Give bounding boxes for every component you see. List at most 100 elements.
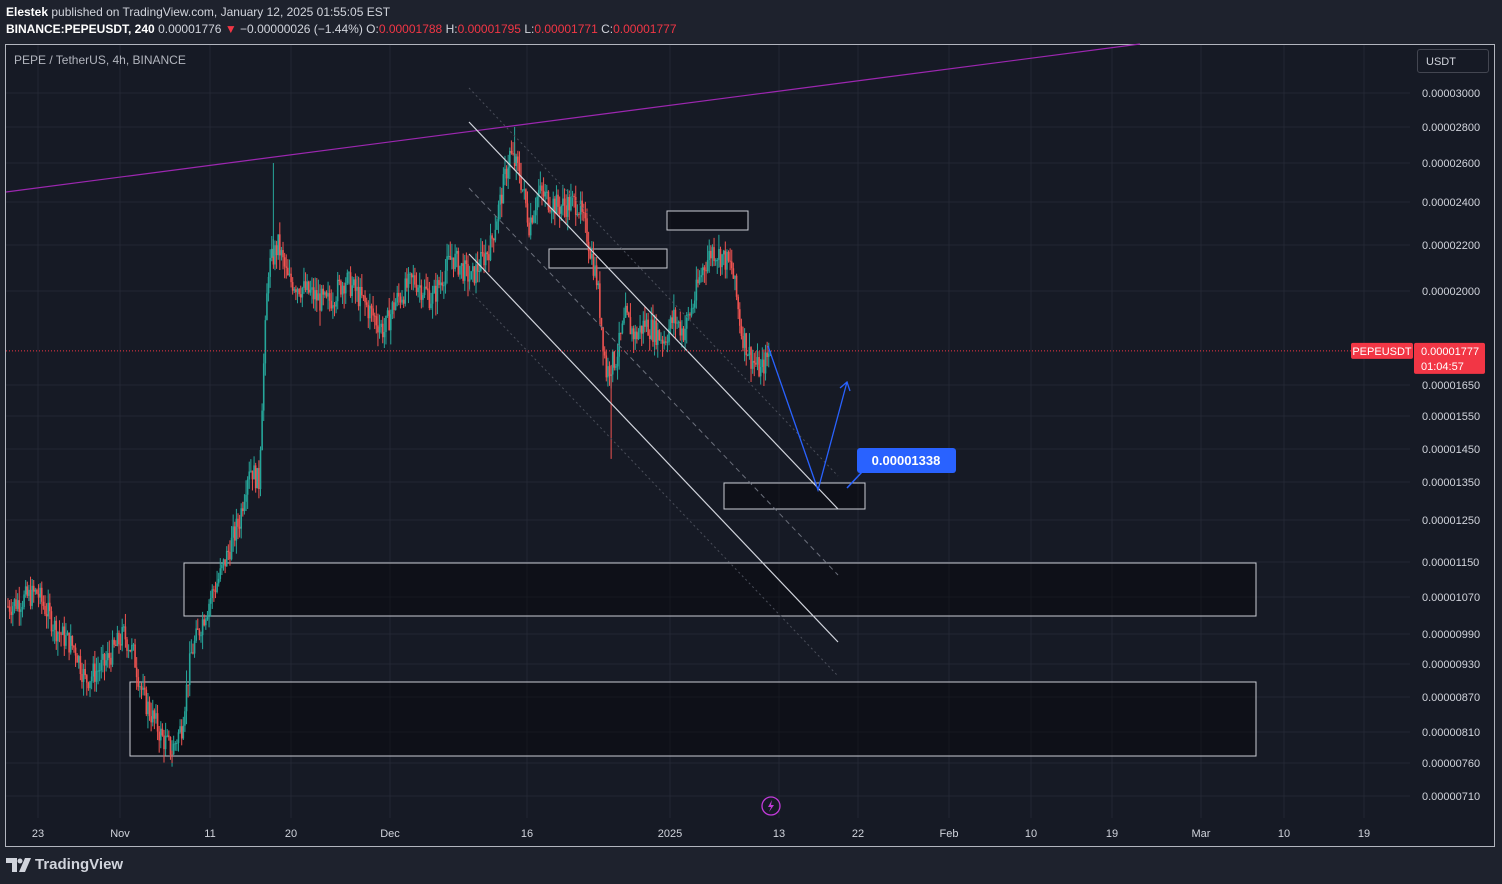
candle-body — [348, 272, 350, 274]
candle-body — [396, 292, 399, 303]
candle-body — [582, 211, 585, 213]
candle-body — [517, 156, 519, 163]
candle-body — [570, 196, 572, 211]
candle-body — [378, 326, 381, 333]
candle-body — [719, 248, 722, 268]
currency-button[interactable]: USDT — [1417, 49, 1489, 73]
candle-body — [687, 314, 690, 316]
candle-body — [462, 263, 464, 281]
candle-body — [269, 257, 271, 277]
candle-body — [82, 669, 85, 682]
price-tag — [1414, 342, 1485, 374]
candle-body — [119, 644, 122, 646]
candle-body — [198, 629, 201, 636]
candle-body — [74, 647, 77, 656]
candle-body — [201, 619, 204, 636]
candle-body — [755, 362, 757, 365]
candle-body — [13, 599, 16, 607]
candle-body — [29, 589, 32, 606]
low-value: 0.00001771 — [534, 22, 598, 36]
candle-body — [369, 305, 371, 319]
symbol-tag-text: PEPEUSDT — [1352, 346, 1412, 358]
candle-body — [184, 711, 186, 726]
candle-body — [489, 235, 492, 261]
candle-body — [726, 251, 728, 270]
y-tick-label: 0.00001550 — [1422, 411, 1480, 423]
candle-body — [381, 323, 384, 338]
candle-body — [758, 357, 760, 377]
candle-body — [254, 465, 257, 489]
down-arrow-icon: ▼ — [224, 22, 237, 36]
candle-body — [309, 289, 312, 293]
candle-body — [100, 659, 103, 671]
high-label: H: — [445, 22, 458, 36]
candle-body — [607, 366, 609, 378]
price-change: −0.00000026 (−1.44%) — [240, 22, 363, 36]
y-tick-label: 0.00002600 — [1422, 158, 1480, 170]
candle-body — [692, 307, 694, 309]
candle-body — [463, 260, 466, 281]
candle-body — [158, 731, 160, 741]
candle-body — [591, 253, 593, 259]
candle-body — [314, 290, 316, 300]
symbol-name: BINANCE:PEPEUSDT, 240 — [6, 22, 155, 36]
candle-body — [637, 332, 640, 340]
candle-body — [730, 261, 733, 269]
candle-body — [492, 238, 495, 241]
chart-pane[interactable] — [5, 44, 1495, 847]
candle-body — [176, 742, 178, 744]
grid — [6, 45, 1410, 818]
candle-body — [576, 213, 579, 215]
candle-body — [713, 247, 715, 262]
candle-body — [488, 254, 490, 261]
x-tick-label: 11 — [204, 828, 215, 840]
candle-body — [97, 670, 99, 672]
candle-body — [340, 281, 342, 295]
candle-body — [568, 196, 571, 211]
candle-body — [71, 635, 74, 646]
candle-body — [550, 211, 553, 213]
candle-body — [441, 282, 444, 286]
candle-body — [49, 602, 51, 612]
candle-body — [729, 260, 731, 262]
candle-body — [31, 585, 33, 606]
x-axis: 23 Nov 11 20 Dec 16 2025 13 22 Feb 10 19 Mar 10 19 — [32, 828, 1370, 840]
candle-body — [656, 330, 659, 345]
candle-body — [438, 280, 440, 286]
candle-body — [270, 248, 273, 258]
candle-body — [653, 320, 656, 342]
candle-body — [558, 206, 561, 214]
candle-body — [562, 198, 564, 206]
candle-body — [23, 594, 25, 607]
candle-body — [380, 323, 382, 327]
tradingview-logo[interactable]: TradingView — [6, 856, 123, 873]
candle-body — [150, 716, 152, 723]
author-name[interactable]: Elestek — [6, 5, 49, 19]
candle-body — [307, 281, 310, 293]
candle-body — [105, 660, 107, 666]
candle-body — [682, 328, 685, 341]
candle-body — [264, 320, 267, 364]
candle-body — [200, 635, 202, 637]
candle-body — [660, 339, 662, 341]
candle-body — [507, 167, 509, 179]
candles — [7, 127, 772, 767]
x-tick-label: 10 — [1025, 828, 1037, 840]
candle-body — [383, 332, 386, 338]
candle-body — [377, 325, 379, 333]
y-tick-label: 0.00000810 — [1422, 727, 1480, 739]
candle-body — [533, 215, 535, 223]
candle-body — [233, 526, 236, 541]
candle-body — [502, 174, 505, 204]
candle-body — [129, 650, 132, 652]
candle-body — [179, 726, 181, 733]
candle-body — [616, 356, 619, 367]
candle-body — [328, 293, 331, 301]
candle-body — [430, 303, 432, 309]
candle-body — [655, 320, 657, 345]
candle-body — [573, 195, 575, 197]
candle-body — [526, 203, 529, 223]
candle-body — [626, 305, 629, 313]
candle-body — [525, 189, 527, 204]
